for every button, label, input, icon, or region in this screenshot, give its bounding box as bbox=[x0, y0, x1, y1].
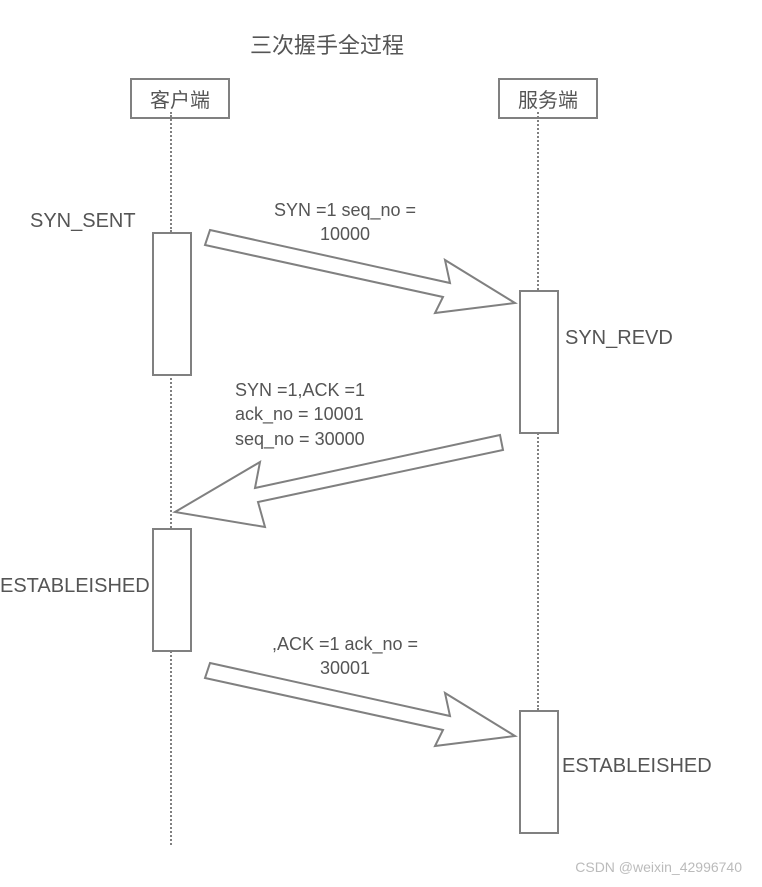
diagram-canvas: 三次握手全过程 客户端 服务端 SYN_SENT SYN_REVD ESTABL… bbox=[0, 0, 762, 887]
server-activation-2 bbox=[519, 710, 559, 834]
client-lifeline-1 bbox=[170, 112, 172, 232]
msg2-line3: seq_no = 30000 bbox=[235, 429, 365, 449]
msg3-line2: 30001 bbox=[320, 658, 370, 678]
server-lifeline-2 bbox=[537, 430, 539, 710]
msg1-line2: 10000 bbox=[320, 224, 370, 244]
msg2-label: SYN =1,ACK =1 ack_no = 10001 seq_no = 30… bbox=[235, 378, 435, 451]
msg3-label: ,ACK =1 ack_no = 30001 bbox=[240, 632, 450, 681]
server-activation-1 bbox=[519, 290, 559, 434]
msg2-line2: ack_no = 10001 bbox=[235, 404, 364, 424]
state-syn-sent: SYN_SENT bbox=[30, 210, 136, 233]
server-header: 服务端 bbox=[498, 78, 598, 119]
watermark: CSDN @weixin_42996740 bbox=[575, 859, 742, 875]
client-header: 客户端 bbox=[130, 78, 230, 119]
state-server-established: ESTABLEISHED bbox=[562, 755, 712, 778]
msg1-label: SYN =1 seq_no = 10000 bbox=[245, 198, 445, 247]
state-client-established: ESTABLEISHED bbox=[0, 575, 150, 598]
state-syn-revd: SYN_REVD bbox=[565, 327, 673, 350]
msg1-line1: SYN =1 seq_no = bbox=[274, 200, 416, 220]
msg2-line1: SYN =1,ACK =1 bbox=[235, 380, 365, 400]
diagram-title: 三次握手全过程 bbox=[250, 28, 404, 60]
server-lifeline-1 bbox=[537, 112, 539, 290]
msg3-line1: ,ACK =1 ack_no = bbox=[272, 634, 418, 654]
client-lifeline-3 bbox=[170, 648, 172, 845]
client-activation-1 bbox=[152, 232, 192, 376]
